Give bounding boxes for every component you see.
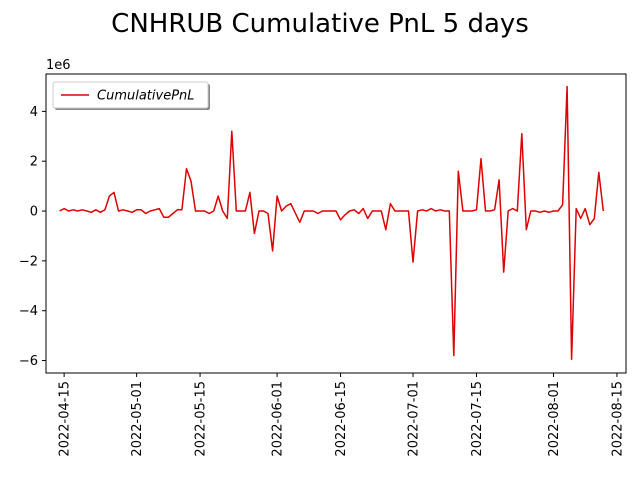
y-tick-label: 0	[30, 205, 38, 220]
x-tick-label: 2022-04-15	[58, 381, 73, 457]
axes-frame	[45, 73, 627, 374]
legend-label: CumulativePnL	[97, 89, 195, 104]
x-tick-label: 2022-08-15	[610, 381, 625, 457]
y-tick-label: 2	[30, 155, 38, 170]
y-tick-label: −2	[19, 254, 38, 269]
chart-title: CNHRUB Cumulative PnL 5 days	[111, 9, 529, 39]
legend-box	[52, 81, 209, 109]
x-tick-label: 2022-06-01	[271, 381, 286, 457]
x-tick-label: 2022-07-01	[407, 381, 422, 457]
y-tick-label: −6	[19, 354, 38, 369]
x-tick-label: 2022-05-15	[194, 381, 209, 457]
y-tick-label: −4	[19, 304, 38, 319]
x-tick-label: 2022-06-15	[334, 381, 349, 457]
plot-area: −6 −4 −2 0 2 4 2022-04-15 2022-05-01 2022-05-15 2…	[19, 73, 627, 457]
legend: CumulativePnL	[52, 81, 210, 110]
y-scale-label: 1e6	[46, 58, 71, 73]
x-tick-label: 2022-05-01	[130, 381, 145, 457]
x-tick-label: 2022-07-15	[470, 381, 485, 457]
x-tick-label: 2022-08-01	[547, 381, 562, 457]
y-tick-label: 4	[30, 105, 38, 120]
series-line	[59, 85, 605, 361]
